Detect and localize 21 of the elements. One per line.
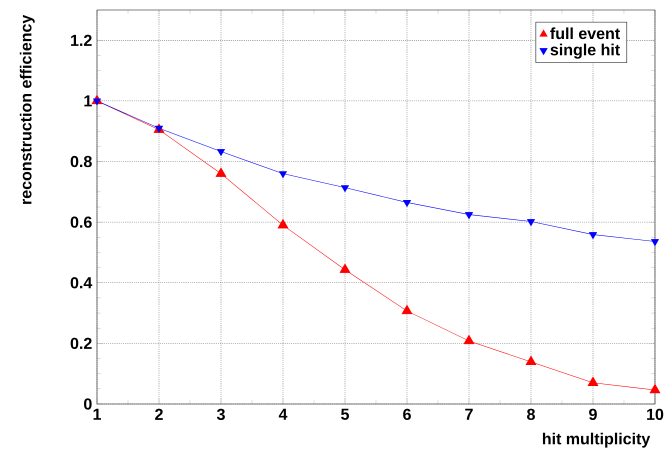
x-tick-label: 8 bbox=[527, 408, 535, 420]
x-tick-label: 3 bbox=[216, 408, 225, 420]
y-tick-label: 0.6 bbox=[70, 216, 92, 228]
legend-label: single hit bbox=[550, 44, 620, 59]
x-tick-label: 6 bbox=[403, 408, 411, 420]
x-tick-label: 4 bbox=[278, 408, 288, 420]
y-tick-label: 0 bbox=[84, 398, 92, 410]
x-tick-label: 5 bbox=[341, 408, 349, 420]
y-tick-label: 0.2 bbox=[70, 338, 92, 350]
x-tick-label: 7 bbox=[465, 408, 473, 420]
x-tick-label: 10 bbox=[647, 408, 664, 420]
legend-label: full event bbox=[550, 27, 620, 40]
x-tick-label: 9 bbox=[589, 408, 597, 420]
x-axis-title: hit multiplicity bbox=[542, 432, 650, 448]
y-tick-label: 1.2 bbox=[71, 34, 92, 46]
y-tick-label: 0.8 bbox=[70, 156, 92, 168]
y-axis-title: reconstruction efficiency bbox=[20, 14, 35, 204]
x-tick-label: 2 bbox=[155, 408, 163, 420]
y-tick-label: 1 bbox=[84, 95, 92, 106]
x-tick-label: 1 bbox=[94, 408, 102, 420]
y-tick-label: 0.4 bbox=[70, 277, 92, 288]
